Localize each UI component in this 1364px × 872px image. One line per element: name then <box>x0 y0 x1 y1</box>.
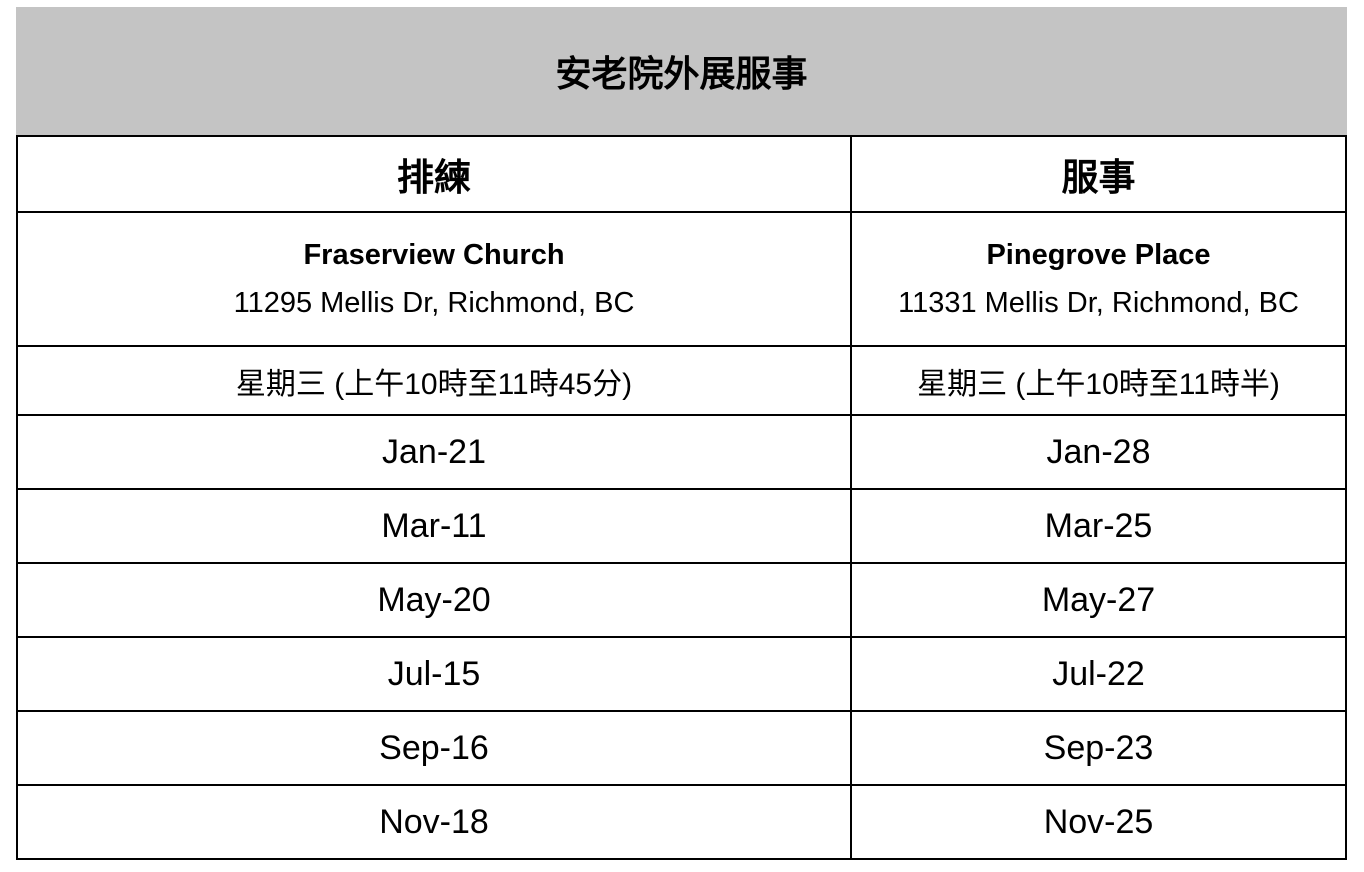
rehearsal-date: Mar-11 <box>16 488 852 564</box>
header-rehearsal: 排練 <box>16 135 852 213</box>
rehearsal-date: Jul-15 <box>16 636 852 712</box>
date-row: Jul-15 Jul-22 <box>16 636 1347 712</box>
location-address: 11295 Mellis Dr, Richmond, BC <box>233 287 635 319</box>
service-date: Nov-25 <box>850 784 1347 860</box>
header-service: 服事 <box>850 135 1347 213</box>
date-row: Mar-11 Mar-25 <box>16 488 1347 564</box>
date-row: May-20 May-27 <box>16 562 1347 638</box>
rehearsal-location: Fraserview Church 11295 Mellis Dr, Richm… <box>16 211 852 347</box>
location-address: 11331 Mellis Dr, Richmond, BC <box>898 287 1299 319</box>
service-date: Sep-23 <box>850 710 1347 786</box>
rehearsal-date: Jan-21 <box>16 414 852 490</box>
rehearsal-date: Sep-16 <box>16 710 852 786</box>
rehearsal-date: May-20 <box>16 562 852 638</box>
rehearsal-time: 星期三 (上午10時至11時45分) <box>16 345 852 416</box>
service-date: Jan-28 <box>850 414 1347 490</box>
header-row: 排練 服事 <box>16 135 1347 213</box>
service-date: May-27 <box>850 562 1347 638</box>
rehearsal-date: Nov-18 <box>16 784 852 860</box>
location-name: Pinegrove Place <box>986 239 1211 271</box>
service-time: 星期三 (上午10時至11時半) <box>850 345 1347 416</box>
schedule-title: 安老院外展服事 <box>16 7 1347 135</box>
location-name: Fraserview Church <box>303 239 565 271</box>
service-date: Mar-25 <box>850 488 1347 564</box>
service-location: Pinegrove Place 11331 Mellis Dr, Richmon… <box>850 211 1347 347</box>
date-row: Jan-21 Jan-28 <box>16 414 1347 490</box>
service-date: Jul-22 <box>850 636 1347 712</box>
time-row: 星期三 (上午10時至11時45分) 星期三 (上午10時至11時半) <box>16 345 1347 416</box>
schedule-table: 排練 服事 Fraserview Church 11295 Mellis Dr,… <box>16 135 1347 860</box>
date-row: Sep-16 Sep-23 <box>16 710 1347 786</box>
date-row: Nov-18 Nov-25 <box>16 784 1347 860</box>
location-row: Fraserview Church 11295 Mellis Dr, Richm… <box>16 211 1347 347</box>
